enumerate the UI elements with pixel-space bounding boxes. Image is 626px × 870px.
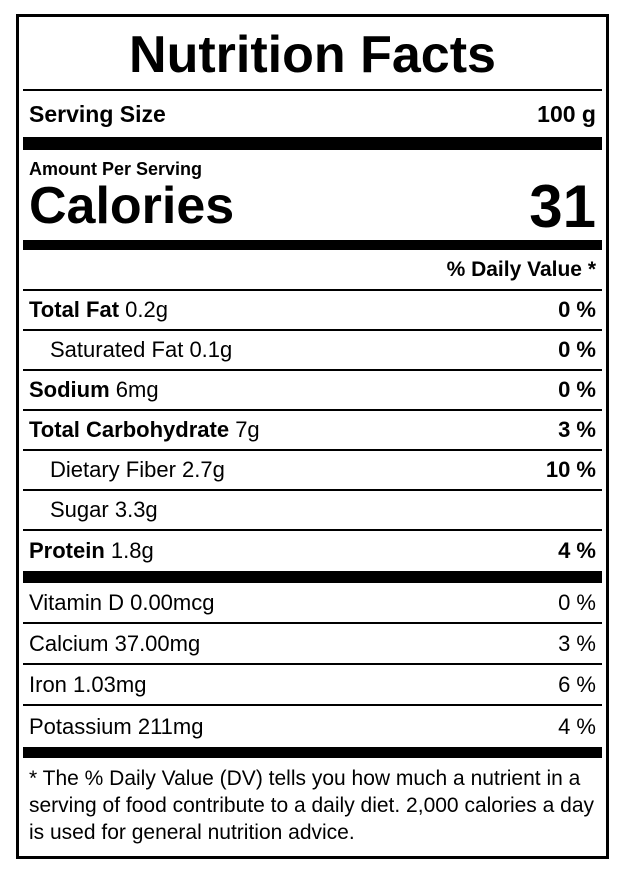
- nutrient-amount: 2.7g: [182, 457, 225, 482]
- nutrient-text: Calcium 37.00mg: [29, 631, 200, 657]
- nutrient-text: Dietary Fiber 2.7g: [50, 457, 225, 483]
- divider-thick: [23, 240, 602, 250]
- divider-thick: [23, 571, 602, 583]
- nutrient-daily-value: 0 %: [558, 377, 596, 402]
- nutrient-name: Sodium: [29, 377, 110, 402]
- nutrient-name: Calcium: [29, 630, 109, 656]
- nutrient-row-saturated-fat: Saturated Fat 0.1g 0 %: [23, 331, 602, 371]
- nutrient-row-sodium: Sodium 6mg 0 %: [23, 371, 602, 411]
- daily-value-footnote: * The % Daily Value (DV) tells you how m…: [29, 767, 595, 844]
- nutrient-amount: 211mg: [137, 713, 204, 739]
- nutrient-daily-value: 6 %: [558, 671, 596, 697]
- calories-row: Calories 31: [23, 173, 602, 240]
- nutrition-facts-label: Nutrition Facts Serving Size 100 g Amoun…: [16, 14, 609, 859]
- nutrient-daily-value: 4 %: [558, 538, 596, 563]
- nutrient-daily-value: 0 %: [558, 297, 596, 322]
- serving-size-value: 100 g: [537, 100, 596, 127]
- divider-thick: [23, 747, 602, 758]
- nutrient-row-protein: Protein 1.8g 4 %: [23, 531, 602, 571]
- nutrient-daily-value: 4 %: [558, 713, 596, 739]
- nutrient-row-total-carbohydrate: Total Carbohydrate 7g 3 %: [23, 411, 602, 451]
- nutrient-text: Saturated Fat 0.1g: [50, 337, 232, 363]
- micronutrient-row-potassium: Potassium 211mg 4 %: [23, 706, 602, 747]
- nutrient-amount: 0.1g: [189, 337, 233, 362]
- micronutrient-row-calcium: Calcium 37.00mg 3 %: [23, 624, 602, 665]
- nutrient-name: Vitamin D: [29, 589, 124, 615]
- calories-label: Calories: [29, 177, 235, 235]
- nutrient-text: Sodium 6mg: [29, 377, 159, 403]
- nutrient-name: Dietary Fiber: [50, 457, 176, 482]
- nutrient-amount: 1.03mg: [73, 671, 147, 697]
- nutrient-text: Iron 1.03mg: [29, 672, 146, 698]
- serving-size-label: Serving Size: [29, 100, 166, 127]
- divider-thin: [23, 289, 602, 291]
- nutrient-name: Protein: [29, 538, 105, 563]
- nutrient-amount: 37.00mg: [114, 630, 201, 656]
- nutrient-text: Sugar 3.3g: [50, 497, 158, 523]
- daily-value-header: % Daily Value *: [446, 258, 596, 281]
- nutrient-text: Total Carbohydrate 7g: [29, 417, 260, 443]
- nutrient-amount: 0.2g: [125, 297, 168, 322]
- calories-value: 31: [529, 173, 596, 240]
- amount-per-serving-label: Amount Per Serving: [29, 159, 203, 179]
- nutrient-amount: 6mg: [115, 377, 159, 402]
- nutrient-name: Total Fat: [29, 297, 120, 322]
- nutrient-row-sugar: Sugar 3.3g: [23, 491, 602, 531]
- divider-thin: [23, 89, 602, 91]
- nutrient-name: Saturated Fat: [50, 337, 184, 362]
- nutrient-row-total-fat: Total Fat 0.2g 0 %: [23, 291, 602, 331]
- nutrient-daily-value: 3 %: [558, 630, 596, 656]
- nutrient-name: Sugar: [50, 497, 109, 522]
- nutrient-text: Vitamin D 0.00mcg: [29, 590, 214, 616]
- nutrient-amount: 1.8g: [110, 538, 154, 563]
- nutrient-text: Potassium 211mg: [29, 714, 203, 740]
- micronutrient-row-iron: Iron 1.03mg 6 %: [23, 665, 602, 706]
- nutrient-name: Total Carbohydrate: [29, 417, 230, 442]
- nutrient-daily-value: 0 %: [558, 589, 596, 615]
- serving-size-row: Serving Size 100 g: [23, 91, 602, 137]
- nutrient-amount: 0.00mcg: [130, 589, 215, 615]
- nutrient-daily-value: 0 %: [558, 337, 596, 362]
- nutrient-daily-value: 3 %: [558, 417, 596, 442]
- nutrient-daily-value: 10 %: [545, 457, 596, 482]
- micronutrient-row-vitamin-d: Vitamin D 0.00mcg 0 %: [23, 583, 602, 624]
- nutrient-text: Protein 1.8g: [29, 538, 154, 564]
- nutrient-amount: 3.3g: [114, 497, 158, 522]
- nutrient-amount: 7g: [235, 417, 260, 442]
- nutrient-row-dietary-fiber: Dietary Fiber 2.7g 10 %: [23, 451, 602, 491]
- nutrient-text: Total Fat 0.2g: [29, 297, 168, 323]
- nutrient-name: Iron: [29, 671, 67, 697]
- label-title: Nutrition Facts: [129, 26, 496, 84]
- nutrient-name: Potassium: [29, 713, 132, 739]
- divider-thick: [23, 137, 602, 150]
